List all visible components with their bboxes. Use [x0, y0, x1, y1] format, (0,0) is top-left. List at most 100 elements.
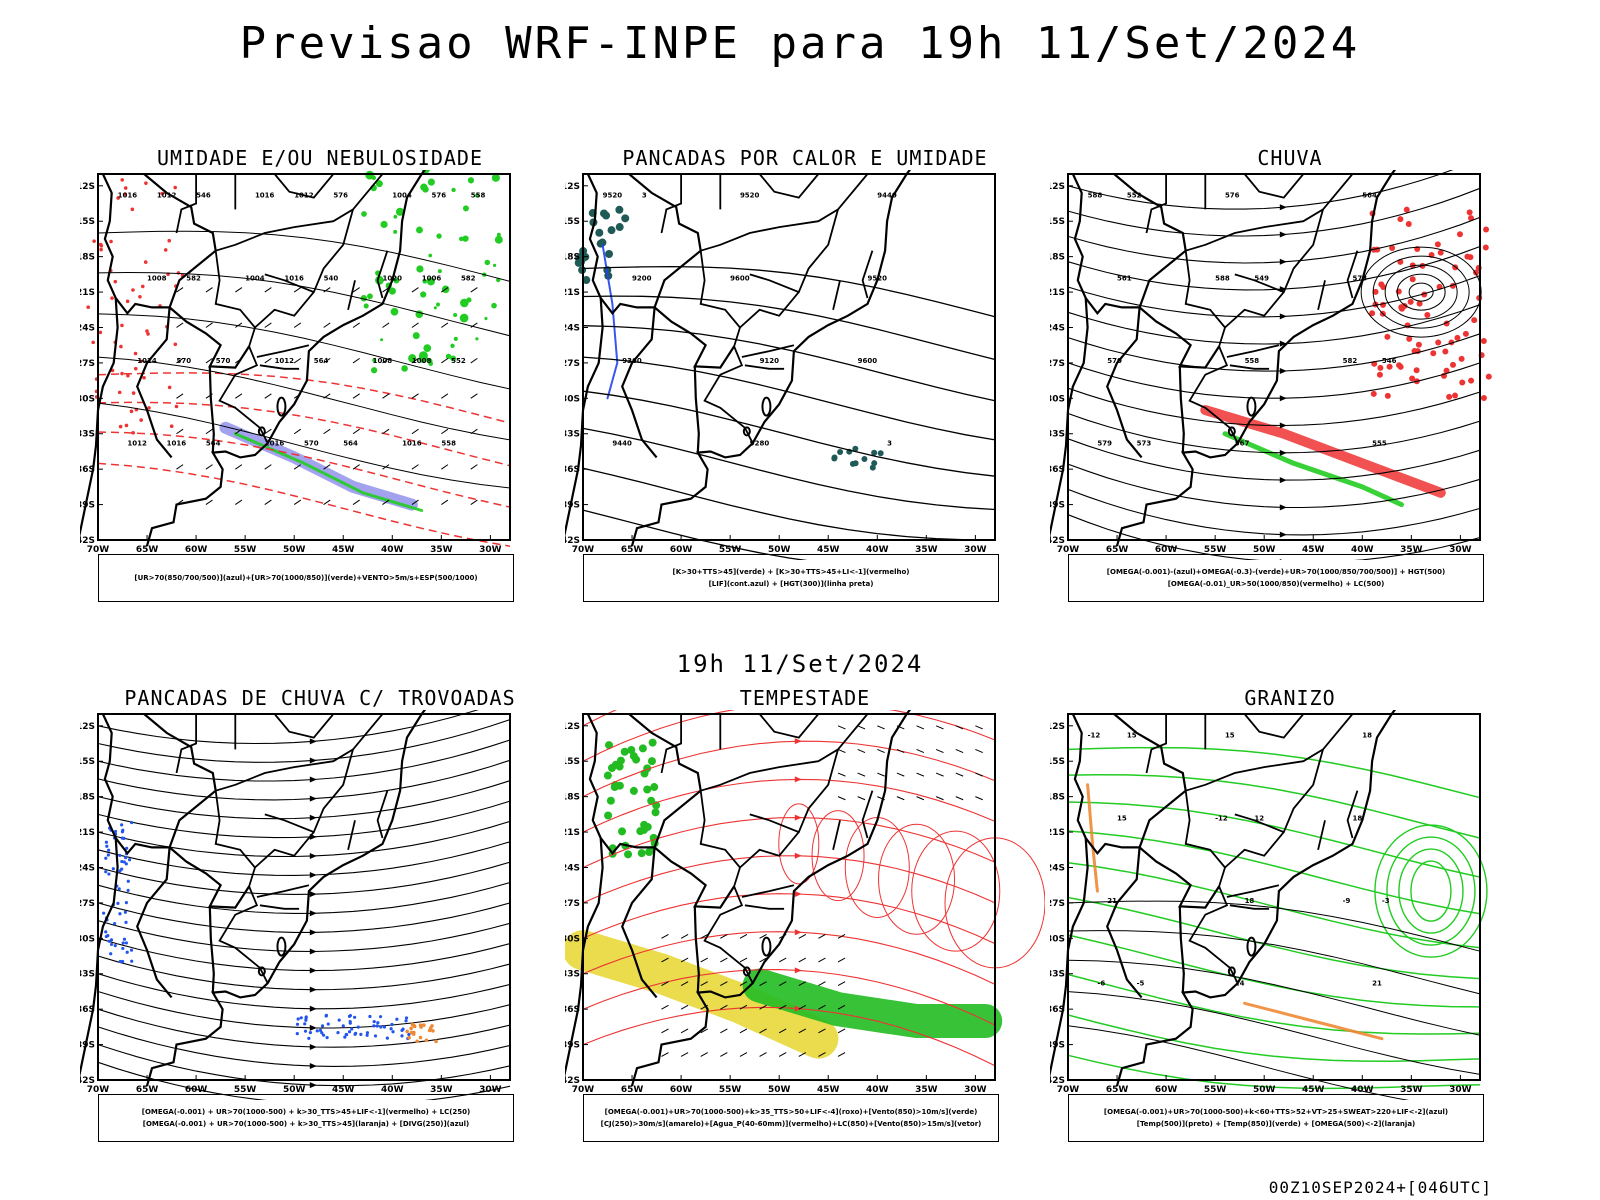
thickness-red-cell	[113, 279, 118, 284]
instability-teal-area	[605, 250, 614, 259]
country-border	[586, 173, 702, 316]
wind-vector	[837, 981, 846, 986]
lc250-streamline-arrow	[309, 738, 317, 745]
humidity-green-cell	[491, 302, 497, 309]
wind-vector	[411, 393, 419, 399]
lc250-streamline-arrow	[309, 757, 317, 764]
hgt500-streamline	[1067, 514, 1481, 560]
humidity-green-cell	[475, 337, 479, 341]
wind-vector	[837, 1028, 846, 1034]
panel-map: 9520960096009440952095209360928094409200…	[565, 170, 996, 560]
divergence-blue-dot	[373, 1034, 378, 1038]
omega-red-area	[1424, 312, 1431, 319]
divergence-blue-dot	[320, 1024, 325, 1028]
divergence-blue-dot	[368, 1014, 372, 1019]
divergence-blue-dot	[400, 1028, 404, 1033]
lat-label: 15S	[565, 217, 580, 227]
lon-label: 35W	[915, 1085, 938, 1095]
wind-vector	[205, 287, 213, 293]
wind-vector	[935, 725, 944, 730]
lon-label: 30W	[1449, 1085, 1472, 1095]
omega-red-area	[1485, 373, 1492, 380]
divergence-blue-dot	[382, 1025, 387, 1029]
omega-red-area	[1468, 377, 1475, 384]
temp500-contour	[1067, 959, 1481, 1036]
wind-vector	[778, 1028, 787, 1034]
basemap	[1050, 710, 1397, 1087]
lat-label: 30S	[1050, 934, 1065, 944]
panel-pancadas-calor: PANCADAS POR CALOR E UMIDADE 9520 9600 960…	[565, 146, 1045, 626]
convection-orange-dot	[415, 1039, 420, 1044]
wind-vector	[857, 772, 866, 777]
humidity-green-cell	[484, 316, 488, 321]
lat-label: 42S	[565, 1076, 580, 1086]
lat-label: 18S	[565, 793, 580, 803]
instability-teal-area	[615, 223, 624, 232]
lc250-streamline	[97, 800, 511, 839]
wind-vector	[739, 934, 748, 939]
pressure-contour	[97, 313, 511, 390]
state-border	[660, 714, 682, 774]
omega-red-area	[1386, 363, 1393, 370]
wind-vector	[935, 796, 944, 801]
wind-vector	[661, 1052, 669, 1057]
wind-vector	[176, 287, 184, 293]
temp500-contour	[1067, 900, 1481, 952]
wind-vector	[759, 981, 767, 986]
lc850-streamline-arrow	[794, 967, 802, 974]
state-border	[1317, 820, 1326, 851]
wind-vector	[680, 1052, 689, 1057]
omega-red-area	[1452, 392, 1459, 399]
hgt500-streamline-arrow	[1279, 313, 1287, 320]
pressure-contour	[97, 230, 511, 282]
country-border	[1178, 906, 1185, 993]
contour-label: 588	[1088, 192, 1103, 200]
humidity-green-cell	[363, 303, 369, 309]
humidity-green-cell	[408, 354, 417, 363]
lon-label: 30W	[964, 545, 987, 555]
lat-label: 18S	[565, 253, 580, 263]
wind-vector	[975, 796, 983, 801]
wind-vector	[700, 981, 708, 986]
contour-label: 1016	[265, 440, 285, 448]
thickness-dashed-contour	[97, 372, 511, 424]
main-title: Previsao WRF-INPE para 19h 11/Set/2024	[239, 18, 1361, 69]
contour-label: 1012	[157, 192, 177, 200]
state-border	[758, 713, 820, 739]
contour-label: 18	[1352, 814, 1362, 822]
convection-orange-dot	[409, 1026, 413, 1031]
wind-vector	[176, 357, 184, 364]
lat-label: 30S	[80, 394, 95, 404]
lon-label: 45W	[1302, 545, 1325, 555]
country-border	[1106, 307, 1143, 459]
thickness-red-cell	[131, 430, 135, 435]
divergence-blue-dot	[118, 853, 122, 858]
state-border	[256, 884, 310, 898]
humidity-green-cell	[453, 336, 458, 341]
panel-title: PANCADAS DE CHUVA C/ TROVOADAS	[124, 686, 516, 710]
state-border	[376, 250, 389, 299]
thickness-dashed-contour	[97, 401, 511, 467]
contour-label: 1012	[127, 440, 147, 448]
hgt500-streamline	[1067, 362, 1481, 399]
legend-line: [OMEGA(-0.001)-(azul)+OMEGA(-0.3)-(verde…	[1106, 568, 1446, 576]
wind-vector	[176, 428, 184, 435]
divergence-blue-dot	[123, 910, 127, 914]
omega-red-area	[1442, 348, 1449, 355]
thickness-red-cell	[124, 423, 129, 428]
omega-red-area	[1480, 337, 1487, 344]
thickness-red-cell	[142, 375, 146, 380]
lc850-streamline-arrow	[794, 738, 802, 745]
country-border	[621, 307, 658, 459]
thickness-red-cell	[123, 192, 128, 196]
contour-label: -5	[1137, 980, 1145, 988]
wind-vector	[205, 464, 213, 470]
thickness-dashed-contour	[97, 431, 511, 508]
lc250-streamline-arrow	[309, 948, 317, 955]
lagoa-dos-patos	[761, 396, 772, 417]
lon-label: 35W	[430, 1085, 453, 1095]
convection-orange-dot	[422, 1023, 426, 1027]
wind-vector	[837, 934, 846, 939]
map-background	[583, 174, 995, 540]
wind-vector	[382, 464, 390, 470]
